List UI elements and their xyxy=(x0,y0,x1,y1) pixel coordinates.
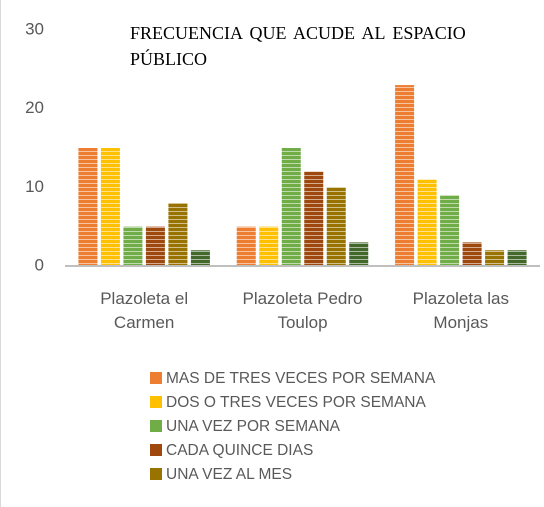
y-tick-label: 10 xyxy=(25,177,44,196)
bar xyxy=(417,179,437,266)
bar xyxy=(395,85,415,266)
legend-entry: MAS DE TRES VECES POR SEMANA xyxy=(150,368,435,390)
legend-swatch xyxy=(150,396,162,408)
legend-swatch xyxy=(150,420,162,432)
x-tick-label: Plazoleta el Carmen xyxy=(100,289,189,332)
legend-label: CADA QUINCE DIAS xyxy=(166,442,314,459)
legend-label: UNA VEZ POR SEMANA xyxy=(166,418,340,435)
legend-label: UNA VEZ AL MES xyxy=(166,466,293,483)
bar xyxy=(440,195,460,266)
legend-entry: CADA QUINCE DIAS xyxy=(150,440,313,462)
bar xyxy=(236,226,256,266)
bar xyxy=(507,250,527,266)
bar xyxy=(349,242,369,266)
bar xyxy=(485,250,505,266)
bar xyxy=(100,148,120,266)
x-tick-label: Plazoleta las Monjas xyxy=(412,289,510,332)
legend-label: MAS DE TRES VECES POR SEMANA xyxy=(166,370,436,387)
y-tick-label: 30 xyxy=(25,19,44,38)
legend-swatch xyxy=(150,468,162,480)
chart-title: FRECUENCIA QUE ACUDE AL ESPACIO PÚBLICO xyxy=(130,23,466,69)
bar xyxy=(190,250,210,266)
bar xyxy=(145,226,165,266)
legend-swatch xyxy=(150,444,162,456)
bar xyxy=(123,226,143,266)
legend-entry: DOS O TRES VECES POR SEMANA xyxy=(150,392,426,414)
bar xyxy=(78,148,98,266)
legend-entry: UNA VEZ POR SEMANA xyxy=(150,416,340,438)
bar xyxy=(462,242,482,266)
bar xyxy=(304,171,324,266)
y-tick-label: 0 xyxy=(35,255,44,274)
legend-label: DOS O TRES VECES POR SEMANA xyxy=(166,394,426,411)
bar xyxy=(281,148,301,266)
bar xyxy=(259,226,279,266)
legend-swatch xyxy=(150,372,162,384)
bar xyxy=(326,187,346,266)
legend-entry: UNA VEZ AL MES xyxy=(150,464,292,486)
bar xyxy=(168,203,188,266)
x-tick-label: Plazoleta Pedro Toulop xyxy=(242,289,363,332)
y-tick-label: 20 xyxy=(25,98,44,117)
